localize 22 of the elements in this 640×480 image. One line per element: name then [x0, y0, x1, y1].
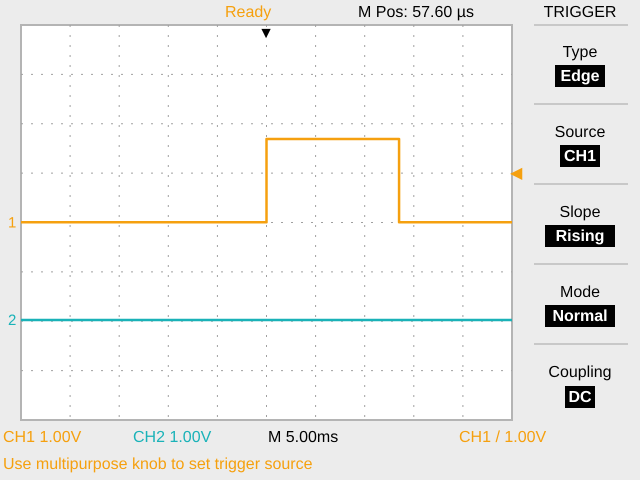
text: Use multipurpose knob to set trigger source	[3, 456, 313, 473]
text: M Pos: 57.60 µs	[358, 4, 474, 21]
text: ▼	[258, 25, 274, 42]
text: Normal	[552, 308, 608, 325]
text: CH2 1.00V	[133, 429, 212, 446]
text: Mode	[560, 284, 600, 301]
annotation: ◀	[510, 165, 523, 182]
text: M 5.00ms	[268, 429, 338, 446]
text: Type	[562, 44, 598, 61]
text: Source	[554, 124, 606, 141]
text: TRIGGER	[544, 4, 616, 21]
text: Slope	[560, 204, 601, 221]
text: Ready	[225, 4, 272, 21]
series-label: 1	[8, 214, 16, 232]
text: CH1	[564, 148, 596, 165]
text: DC	[568, 389, 592, 406]
text: Edge	[560, 68, 600, 85]
text: CH1 / 1.00V	[459, 429, 546, 446]
text: Rising	[556, 228, 604, 245]
series-label: 2	[8, 312, 16, 329]
text: CH1 1.00V	[3, 429, 82, 446]
text: Coupling	[548, 364, 612, 381]
